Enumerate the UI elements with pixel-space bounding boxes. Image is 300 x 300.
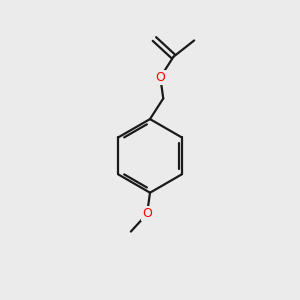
Text: O: O <box>142 207 152 220</box>
Text: O: O <box>155 71 165 84</box>
